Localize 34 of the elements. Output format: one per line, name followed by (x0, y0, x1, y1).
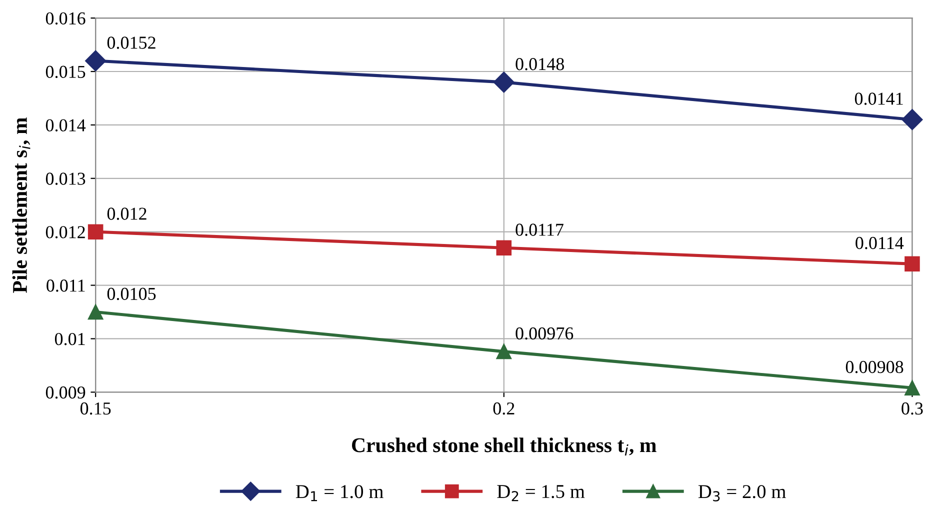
data-label: 0.0152 (107, 36, 156, 49)
data-label: 0.0114 (856, 236, 904, 250)
legend-label: D$_{3}$ = 2.0 m (698, 485, 786, 502)
point (493, 72, 514, 93)
point (88, 304, 104, 320)
point (902, 109, 923, 130)
y-tick-label: 0.012 (46, 226, 85, 238)
data-label: 0.0105 (107, 288, 156, 300)
point (904, 256, 920, 272)
x-tick-label: 0.15 (80, 402, 111, 415)
y-tick-label: 0.015 (46, 66, 86, 78)
point (496, 344, 512, 360)
data-label: 0.012 (107, 208, 146, 220)
point (88, 224, 104, 240)
data-label: 0.00976 (516, 327, 574, 340)
legend-label: D$_{1}$ = 1.0 m (296, 485, 384, 502)
x-axis-title: Crushed stone shell thickness t$_{i}$, m (352, 438, 656, 456)
point (85, 50, 106, 72)
data-label: 0.0141 (854, 92, 903, 105)
y-tick-label: 0.016 (46, 12, 86, 25)
y-tick-label: 0.013 (46, 172, 86, 185)
y-tick-label: 0.009 (46, 386, 86, 399)
y-tick-label: 0.011 (46, 280, 85, 292)
point (904, 380, 920, 396)
x-tick-label: 0.2 (493, 402, 514, 415)
y-tick-label: 0.014 (46, 119, 86, 132)
y-axis-title: Pile settlement s$_{i}$, m (12, 118, 30, 293)
legend-label: D$_{2}$ = 1.5 m (497, 485, 585, 502)
point (496, 240, 512, 256)
data-label: 0.00908 (846, 360, 904, 374)
data-label: 0.0148 (516, 58, 564, 70)
data-label: 0.0117 (516, 224, 564, 236)
y-tick-label: 0.01 (54, 332, 85, 346)
x-tick-label: 0.3 (902, 402, 923, 415)
